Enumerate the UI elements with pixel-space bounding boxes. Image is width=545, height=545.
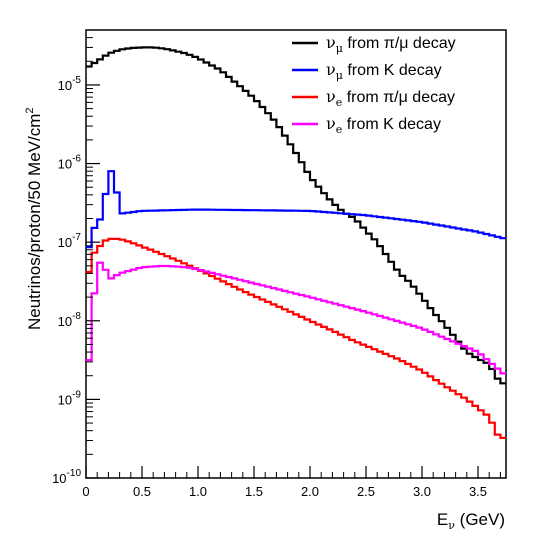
x-tick-label: 1.0 xyxy=(189,484,207,499)
legend-label-4: νe from K decay xyxy=(326,114,441,136)
x-axis-title-main: E xyxy=(437,510,448,529)
y-tick-label: 10-8 xyxy=(58,311,82,329)
y-tick-label: 10-9 xyxy=(58,389,82,407)
x-tick-label: 1.5 xyxy=(245,484,263,499)
axis-layer: 0 0.5 1.0 1.5 2.0 2.5 3.0 3.5 10-10 10-9 10-8 10-7 1… xyxy=(52,37,501,499)
legend-label-3: νe from π/μ decay xyxy=(326,87,455,109)
x-axis-title-rest: (GeV) xyxy=(455,510,505,529)
x-tick-label: 3.0 xyxy=(413,484,431,499)
x-tick-label: 0.5 xyxy=(133,484,151,499)
y-tick-label: 10-7 xyxy=(58,232,82,250)
x-axis-title: Eν (GeV) xyxy=(437,510,505,532)
y-tick-label: 10-6 xyxy=(58,154,82,172)
y-tick-label: 10-5 xyxy=(58,75,82,93)
y-tick-label: 10-10 xyxy=(52,468,81,486)
y-axis-title-main: Neutrinos/proton/50 MeV/cm xyxy=(25,114,44,330)
x-tick-label: 0 xyxy=(82,484,89,499)
series-line-4 xyxy=(86,261,506,375)
series-line-2 xyxy=(86,170,506,249)
x-tick-label: 2.5 xyxy=(357,484,375,499)
x-axis-title-sub: ν xyxy=(448,519,455,532)
series-line-3 xyxy=(86,237,506,439)
series-layer xyxy=(86,46,506,439)
legend-label-1: νμ from π/μ decay xyxy=(326,33,456,55)
legend: νμ from π/μ decay νμ from K decay νe from … xyxy=(292,33,456,136)
y-axis-title: Neutrinos/proton/50 MeV/cm2 xyxy=(24,107,44,330)
legend-label-2: νμ from K decay xyxy=(326,60,442,82)
x-tick-label: 3.5 xyxy=(469,484,487,499)
series-line-1 xyxy=(86,46,506,385)
y-axis-title-sup: 2 xyxy=(24,107,36,113)
x-tick-label: 2.0 xyxy=(301,484,319,499)
